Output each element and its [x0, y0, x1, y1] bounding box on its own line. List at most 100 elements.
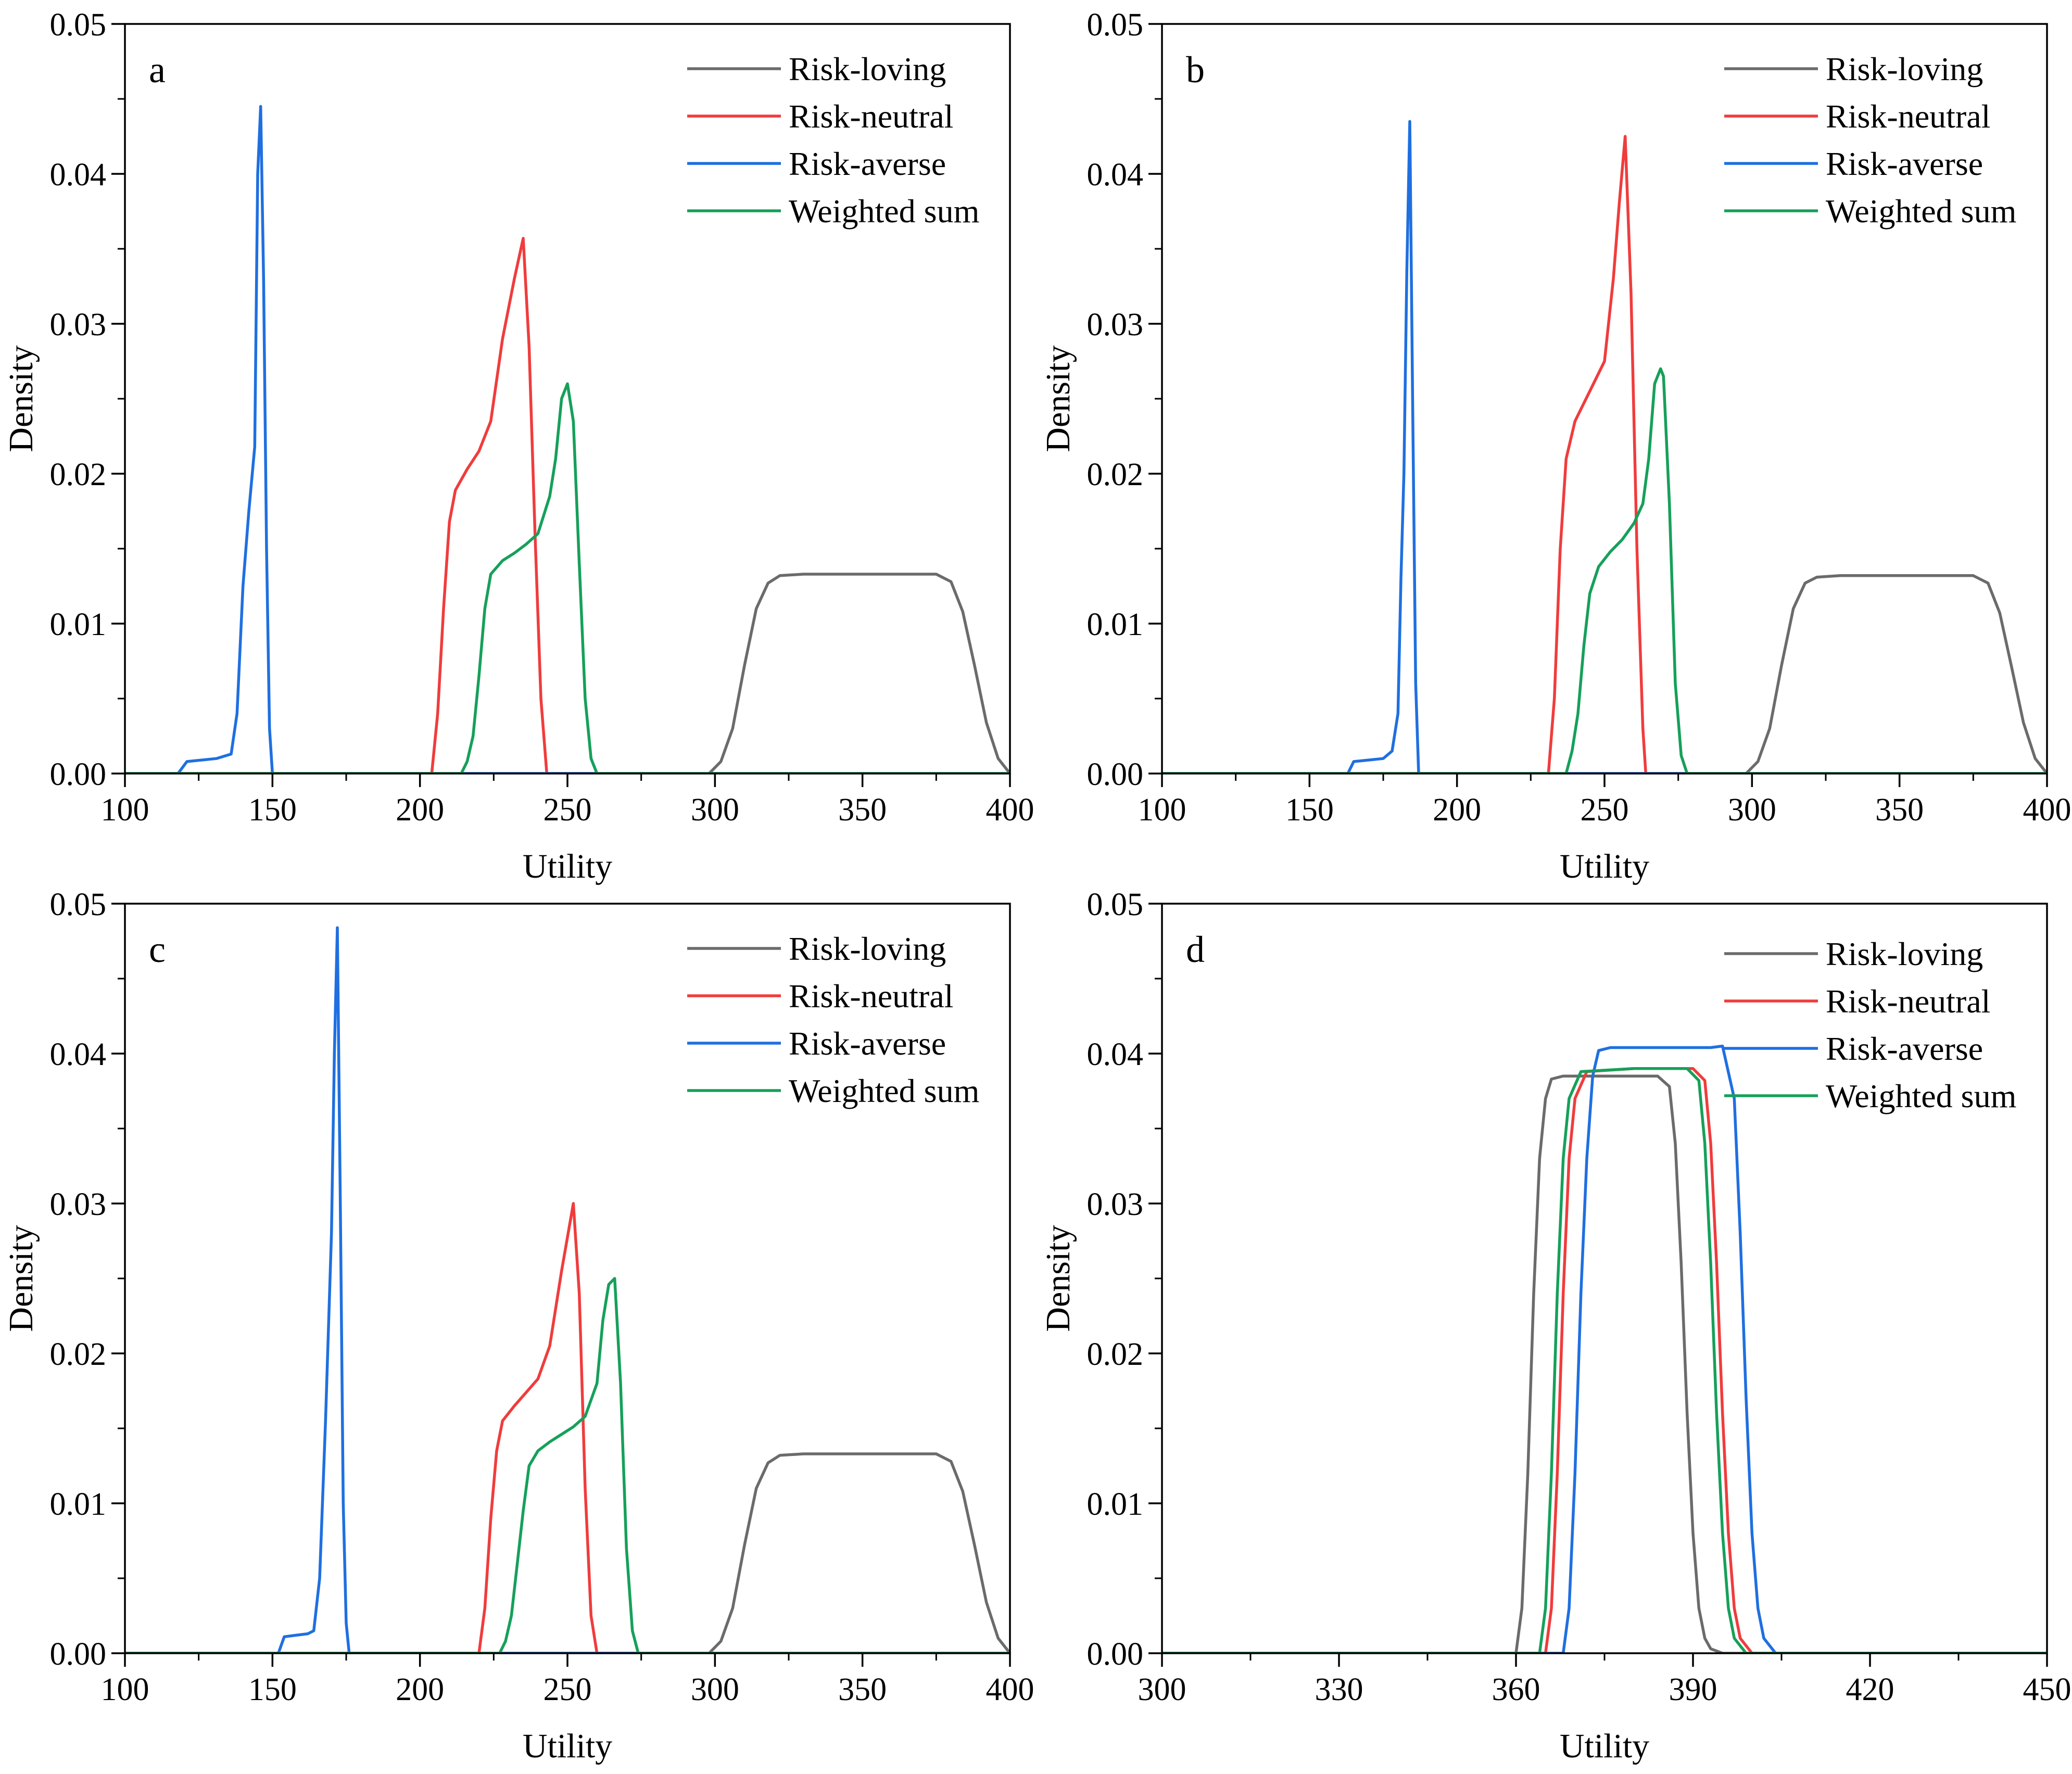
x-tick-label: 300 — [691, 792, 739, 828]
x-tick-label: 150 — [248, 792, 297, 828]
panel-d: 300 330 360 390 420 450 0.00 0.01 0.02 0.03 0.04 0.… — [1039, 887, 2071, 1765]
x-tick-label: 400 — [2023, 792, 2071, 828]
series-line-risk-loving — [1162, 1074, 2047, 1653]
legend: Risk-loving Risk-neutral Risk-averse Weight… — [687, 930, 979, 1109]
legend-label: Risk-averse — [789, 1025, 946, 1062]
series-line-risk-neutral — [1162, 1067, 2047, 1653]
legend-label: Risk-loving — [1826, 935, 1983, 972]
panel-letter: b — [1186, 49, 1205, 91]
y-tick-label: 0.04 — [1087, 157, 1144, 193]
legend-label: Risk-neutral — [789, 98, 953, 135]
legend-label: Weighted sum — [789, 1072, 979, 1109]
x-tick-label: 400 — [986, 1672, 1034, 1707]
y-tick-label: 0.01 — [1087, 1487, 1144, 1522]
x-tick-label: 200 — [1433, 792, 1481, 828]
x-tick-label: 200 — [396, 792, 444, 828]
y-tick-label: 0.04 — [1087, 1037, 1144, 1072]
y-axis-title: Density — [2, 1225, 40, 1332]
series-line-risk-neutral — [125, 1202, 1010, 1653]
x-tick-label: 300 — [1728, 792, 1776, 828]
legend-label: Risk-averse — [1826, 145, 1983, 182]
x-tick-label: 330 — [1315, 1672, 1363, 1707]
y-tick-label: 0.05 — [1087, 887, 1144, 922]
panel-letter: d — [1186, 929, 1205, 970]
series-line-weighted-sum — [1162, 367, 2047, 774]
series-line-weighted-sum — [125, 1277, 1010, 1653]
y-tick-label: 0.02 — [1087, 1337, 1144, 1372]
panel-a: 100 150 200 250 300 350 400 0.00 0.01 0.02 0.03 0.0… — [2, 7, 1034, 885]
y-tick-label: 0.03 — [1087, 307, 1144, 343]
x-tick-label: 420 — [1846, 1672, 1894, 1707]
y-axis-title: Density — [2, 345, 40, 452]
legend-label: Risk-averse — [1826, 1030, 1983, 1067]
legend: Risk-loving Risk-neutral Risk-averse Weight… — [1724, 50, 2016, 230]
y-tick-label: 0.01 — [50, 1487, 107, 1522]
series-line-risk-loving — [125, 1452, 1010, 1653]
x-axis-title: Utility — [523, 1727, 612, 1765]
series-line-risk-neutral — [125, 237, 1010, 774]
x-axis-title: Utility — [523, 847, 612, 885]
x-tick-label: 350 — [838, 1672, 887, 1707]
panel-letter: a — [149, 49, 166, 91]
y-tick-label: 0.01 — [50, 607, 107, 642]
x-tick-label: 250 — [544, 792, 592, 828]
legend-label: Risk-neutral — [1826, 983, 1990, 1020]
legend-label: Weighted sum — [1826, 1078, 2016, 1114]
x-tick-label: 400 — [986, 792, 1034, 828]
y-tick-label: 0.00 — [1087, 1637, 1144, 1672]
y-axis-title: Density — [1039, 345, 1077, 452]
y-tick-label: 0.02 — [50, 1337, 107, 1372]
y-tick-label: 0.02 — [1087, 457, 1144, 492]
y-tick-label: 0.03 — [50, 1187, 107, 1222]
series-group — [125, 926, 1010, 1653]
x-tick-label: 250 — [544, 1672, 592, 1707]
series-line-risk-averse — [1162, 1044, 2047, 1653]
legend-label: Risk-averse — [789, 145, 946, 182]
legend-label: Weighted sum — [789, 193, 979, 230]
series-line-risk-neutral — [1162, 135, 2047, 774]
x-tick-label: 350 — [1875, 792, 1924, 828]
legend-label: Risk-neutral — [789, 978, 953, 1015]
x-tick-label: 350 — [838, 792, 887, 828]
y-tick-label: 0.00 — [50, 757, 107, 792]
x-axis-title: Utility — [1560, 847, 1649, 885]
y-tick-label: 0.03 — [1087, 1187, 1144, 1222]
x-tick-label: 100 — [1138, 792, 1186, 828]
legend-label: Risk-loving — [1826, 50, 1983, 87]
x-tick-label: 390 — [1669, 1672, 1717, 1707]
legend-label: Risk-loving — [789, 50, 946, 87]
legend-label: Risk-loving — [789, 930, 946, 967]
series-line-weighted-sum — [1162, 1067, 2047, 1653]
y-tick-label: 0.02 — [50, 457, 107, 492]
x-tick-label: 100 — [101, 792, 149, 828]
series-line-risk-averse — [125, 105, 1010, 774]
x-tick-label: 300 — [1138, 1672, 1186, 1707]
legend-label: Weighted sum — [1826, 193, 2016, 230]
x-tick-label: 150 — [1285, 792, 1334, 828]
series-line-risk-averse — [125, 926, 1010, 1653]
panel-letter: c — [149, 929, 166, 970]
y-tick-label: 0.04 — [50, 157, 107, 193]
x-axis-title: Utility — [1560, 1727, 1649, 1765]
x-tick-label: 360 — [1492, 1672, 1540, 1707]
series-line-risk-loving — [125, 573, 1010, 774]
panel-b: 100 150 200 250 300 350 400 0.00 0.01 0.02 0.03 0.0… — [1039, 7, 2071, 885]
y-tick-label: 0.05 — [1087, 7, 1144, 43]
x-tick-label: 450 — [2023, 1672, 2071, 1707]
y-tick-label: 0.01 — [1087, 607, 1144, 642]
legend: Risk-loving Risk-neutral Risk-averse Weight… — [1724, 935, 2016, 1114]
x-tick-label: 300 — [691, 1672, 739, 1707]
y-tick-label: 0.00 — [1087, 757, 1144, 792]
y-tick-label: 0.00 — [50, 1637, 107, 1672]
panel-c: 100 150 200 250 300 350 400 0.00 0.01 0.02 0.03 0.0… — [2, 887, 1034, 1765]
series-line-risk-loving — [1162, 574, 2047, 774]
series-line-risk-averse — [1162, 120, 2047, 774]
series-group — [1162, 1044, 2047, 1653]
series-group — [1162, 120, 2047, 774]
legend-label: Risk-neutral — [1826, 98, 1990, 135]
y-axis-title: Density — [1039, 1225, 1077, 1332]
x-tick-label: 100 — [101, 1672, 149, 1707]
y-tick-label: 0.05 — [50, 7, 107, 43]
y-tick-label: 0.03 — [50, 307, 107, 343]
